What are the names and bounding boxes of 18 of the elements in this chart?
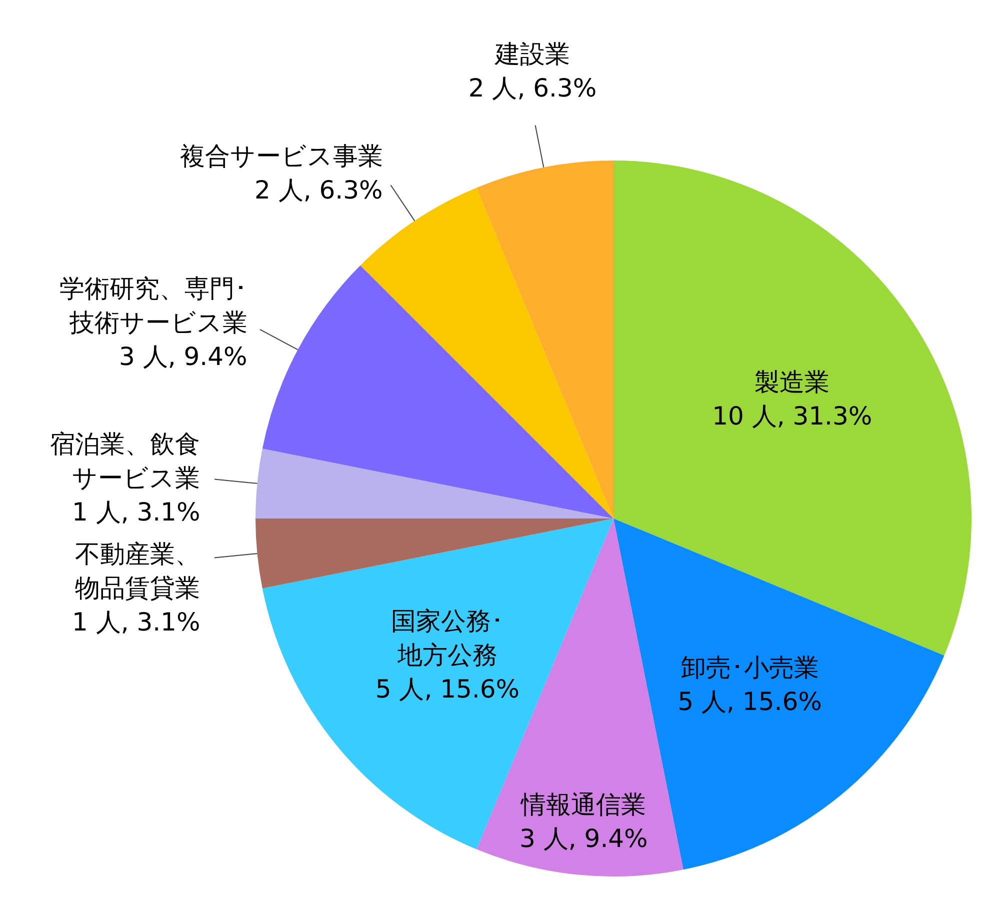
slice-label: 建設業 (494, 40, 570, 69)
slice-label: 卸売･小売業 (680, 653, 819, 682)
data-label: 2 人, 6.3% (468, 74, 597, 103)
data-label: 10 人, 31.3% (712, 402, 872, 431)
slice-label: 製造業 (754, 368, 830, 397)
slice-label: 情報通信業 (520, 790, 646, 819)
data-label: 5 人, 15.6% (678, 687, 822, 716)
slice-label: 学術研究、専門･技術サービス業 (59, 274, 248, 338)
data-label: 5 人, 15.6% (375, 674, 520, 704)
slice-label: 複合サービス事業 (180, 142, 383, 171)
data-label: 1 人, 3.1% (72, 607, 200, 636)
data-label: 3 人, 9.4% (520, 824, 648, 853)
data-label: 3 人, 9.4% (118, 342, 248, 372)
slice-label: 宿泊業、飲食サービス業 (50, 429, 200, 492)
slice-label: 国家公務･地方公務 (390, 606, 504, 670)
slice-label: 不動産業、物品賃貸業 (75, 539, 200, 602)
data-label: 1 人, 3.1% (72, 497, 200, 526)
data-label: 2 人, 6.3% (254, 176, 383, 205)
